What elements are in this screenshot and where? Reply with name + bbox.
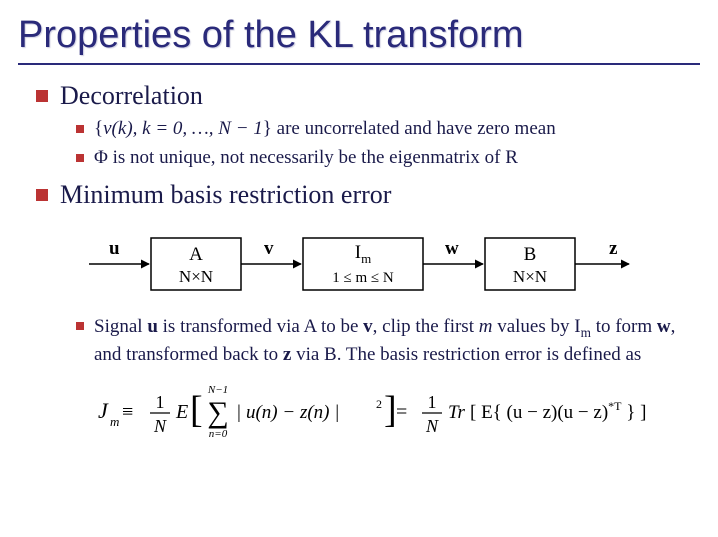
diagram-svg: u A N×N v Im 1 ≤ m ≤ N w B N×N z	[79, 224, 639, 304]
E: E	[175, 401, 188, 423]
t: is transformed via A to be	[158, 316, 363, 337]
vk-expr: v(k), k = 0, …, N − 1	[103, 118, 263, 139]
square-bullet-icon	[36, 90, 48, 102]
J: J	[98, 398, 109, 423]
label-A: A	[189, 244, 203, 265]
square-bullet-icon	[76, 322, 84, 330]
exp: [ E{ (u − z)(u − z)*T } ]	[470, 399, 646, 423]
sigma-icon: ∑	[207, 396, 228, 429]
square-bullet-icon	[76, 125, 84, 133]
square-bullet-icon	[76, 154, 84, 162]
description-text: Signal u is transformed via A to be v, c…	[94, 314, 700, 367]
block-diagram: u A N×N v Im 1 ≤ m ≤ N w B N×N z	[18, 224, 700, 304]
sub-m: m	[581, 325, 591, 340]
t: values by I	[492, 316, 580, 337]
t: to form	[591, 316, 657, 337]
inner: | u(n) − z(n) |	[236, 402, 339, 423]
sub-bullet-uncorrelated: {v(k), k = 0, …, N − 1} are uncorrelated…	[76, 117, 700, 142]
label-B-sub: N×N	[513, 267, 547, 286]
sum-bot: n=0	[209, 428, 228, 440]
equiv: ≡	[122, 401, 133, 423]
rbrack: ]	[384, 389, 397, 431]
label-z: z	[609, 238, 618, 259]
t: Signal	[94, 316, 147, 337]
label-v: v	[264, 238, 274, 259]
sq: 2	[376, 397, 382, 411]
heading-min-basis: Minimum basis restriction error	[60, 180, 391, 210]
den1: N	[153, 416, 167, 436]
lbrack: [	[190, 389, 203, 431]
uncorrelated-text: {v(k), k = 0, …, N − 1} are uncorrelated…	[94, 117, 556, 142]
sub-bullet-phi: Φ is not unique, not necessarily be the …	[76, 146, 700, 171]
bullet-decorrelation: Decorrelation	[36, 81, 700, 111]
t: , clip the first	[373, 316, 479, 337]
slide-title: Properties of the KL transform	[18, 14, 700, 65]
label-A-sub: N×N	[179, 267, 213, 286]
label-w: w	[445, 238, 459, 259]
formula-svg: J m ≡ 1 N E [ ∑ N−1 n=0 | u(n) − z(n) | …	[98, 380, 658, 442]
brace-close-text: } are uncorrelated and have zero mean	[263, 118, 556, 139]
brace-open: {	[94, 118, 103, 139]
eq2: =	[396, 401, 407, 423]
sum-top: N−1	[207, 384, 228, 396]
square-bullet-icon	[36, 189, 48, 201]
label-B: B	[524, 244, 537, 265]
slide: Properties of the KL transform Decorrela…	[0, 0, 718, 537]
Tr: Tr	[448, 402, 466, 423]
label-u: u	[109, 238, 120, 259]
sym-u: u	[147, 316, 158, 337]
den2: N	[425, 416, 439, 436]
sym-v: v	[363, 316, 373, 337]
bullet-min-basis: Minimum basis restriction error	[36, 180, 700, 210]
Jm-sub: m	[110, 414, 119, 429]
label-Im-range: 1 ≤ m ≤ N	[332, 270, 394, 286]
num1: 1	[156, 392, 165, 412]
formula-jm: J m ≡ 1 N E [ ∑ N−1 n=0 | u(n) − z(n) | …	[98, 380, 700, 447]
t: via B. The basis restriction error is de…	[291, 344, 641, 365]
num2: 1	[428, 392, 437, 412]
sub-bullet-description: Signal u is transformed via A to be v, c…	[76, 314, 700, 367]
sym-w: w	[657, 316, 671, 337]
label-Im: Im	[355, 242, 371, 266]
heading-decorrelation: Decorrelation	[60, 81, 203, 111]
sym-m: m	[479, 316, 493, 337]
phi-text: Φ is not unique, not necessarily be the …	[94, 146, 518, 171]
